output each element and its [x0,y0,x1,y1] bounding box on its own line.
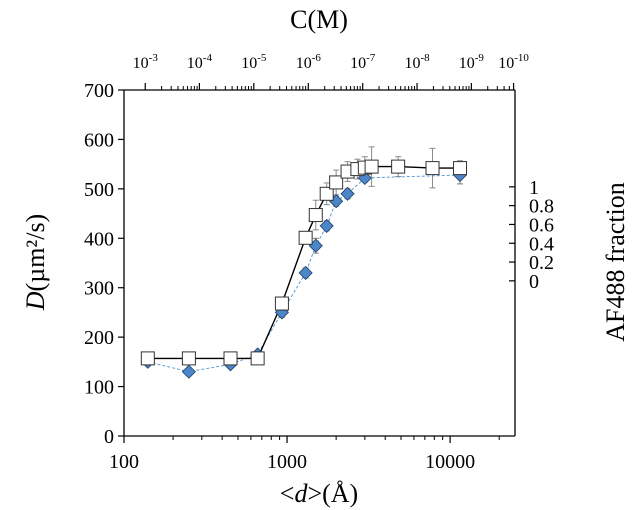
diamond-marker [319,218,334,233]
top-tick-mantissa: 10 [296,55,312,72]
top-tick-exponent: -9 [475,52,485,64]
square-marker [329,175,344,190]
top-tick-label: 10-7 [350,52,376,72]
square-marker [250,351,265,366]
top-tick-label: 10-6 [296,52,322,72]
y-tick-label: 400 [84,228,114,250]
y-tick-label: 500 [84,179,114,201]
x-axis-title: <d>(Å) [280,479,358,508]
square-marker [308,208,323,223]
x-tick-label: 100 [109,451,139,473]
y-axis-title: D(µm²/s) [21,214,50,311]
y-axis-title-var: D [21,291,50,311]
top-tick-exponent: -3 [149,52,159,64]
top-axis-title: C(M) [290,5,348,34]
x-tick-label: 1000 [267,451,307,473]
right-axis: 00.20.40.60.81 [509,177,554,293]
top-tick-mantissa: 10 [498,55,514,72]
top-tick-mantissa: 10 [241,55,257,72]
right-tick-label: 0 [529,271,539,293]
square-marker [223,351,238,366]
y-tick-label: 300 [84,278,114,300]
right-tick-label: 0.6 [529,214,554,236]
top-tick-mantissa: 10 [187,55,203,72]
diamond-series-line [147,174,461,373]
top-tick-exponent: -7 [366,52,376,64]
diamond-marker [181,364,196,379]
diamond-marker [298,265,313,280]
top-tick-label: 10-3 [133,52,159,72]
x-axis-title-var: d [294,479,308,508]
top-tick-label: 10-4 [187,52,213,72]
square-marker [391,159,406,174]
y-axis-title-unit: (µm²/s) [21,214,50,292]
top-tick-exponent: -6 [312,52,322,64]
right-tick-label: 0.4 [529,233,554,255]
top-tick-exponent: -10 [514,52,529,64]
right-tick-label: 0.2 [529,252,554,274]
square-marker [181,351,196,366]
top-axis: 10-3 10-4 10-5 10-6 10-7 10-8 10-9 10-10 [133,52,529,90]
square-marker [274,296,289,311]
y-tick-label: 700 [84,80,114,102]
top-tick-exponent: -5 [257,52,267,64]
diamond-marker [340,186,355,201]
series-layer [140,146,468,379]
right-axis-title: AF488 fraction [601,182,630,342]
right-tick-label: 0.8 [529,196,554,218]
plot-frame [123,89,516,437]
y-tick-label: 0 [104,426,114,448]
y-tick-label: 100 [84,377,114,399]
x-tick-label: 10000 [425,451,475,473]
top-tick-exponent: -4 [203,52,213,64]
square-series-line [147,165,460,360]
square-marker [453,161,468,176]
square-marker [319,186,334,201]
right-tick-label: 1 [529,177,539,199]
square-marker [140,351,155,366]
top-tick-label: 10-5 [241,52,267,72]
x-axis-title-suffix: >(Å) [307,479,358,508]
top-tick-label: 10-10 [498,52,529,72]
top-tick-exponent: -8 [420,52,430,64]
top-tick-mantissa: 10 [133,55,149,72]
square-marker [364,159,379,174]
square-marker [425,161,440,176]
top-tick-mantissa: 10 [404,55,420,72]
top-tick-label: 10-8 [404,52,430,72]
bottom-axis: 100 1000 10000 [109,436,500,473]
top-tick-mantissa: 10 [459,55,475,72]
x-axis-title-prefix: < [280,479,295,508]
left-axis: 0 100 200 300 400 500 600 700 [84,80,124,448]
y-tick-label: 600 [84,129,114,151]
square-marker [298,230,313,245]
top-tick-label: 10-9 [459,52,485,72]
top-tick-mantissa: 10 [350,55,366,72]
y-tick-label: 200 [84,327,114,349]
